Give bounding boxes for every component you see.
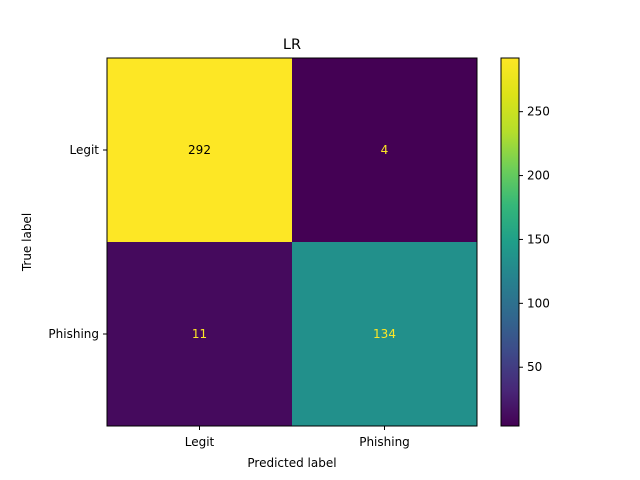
colorbar-tick-label: 250: [527, 105, 550, 119]
colorbar: [500, 57, 520, 427]
cell-value-label: 134: [373, 327, 396, 341]
cell-value-label: 11: [192, 327, 207, 341]
y-axis-label: True label: [20, 213, 34, 272]
colorbar-ticks: 50 100 150 200 250: [519, 105, 550, 374]
y-axis-ticks: Legit Phishing: [48, 143, 107, 341]
cell-value-label: 292: [188, 143, 211, 157]
x-axis-label: Predicted label: [247, 456, 336, 470]
plot-frame: [106, 57, 478, 427]
colorbar-tick-label: 50: [527, 360, 542, 374]
matrix-cell: [107, 58, 292, 242]
x-tick-label: Legit: [185, 435, 215, 449]
colorbar-tick-label: 100: [527, 296, 550, 310]
y-tick-label: Legit: [69, 143, 99, 157]
colorbar-tick-label: 200: [527, 169, 550, 183]
y-tick-label: Phishing: [48, 327, 99, 341]
matrix-cells: 292 4 11 134: [107, 58, 477, 426]
matrix-cell: [292, 58, 477, 242]
cell-value-label: 4: [381, 143, 389, 157]
colorbar-tick-label: 150: [527, 232, 550, 246]
chart-title: LR: [283, 37, 301, 53]
matrix-cell: [292, 242, 477, 426]
matrix-cell: [107, 242, 292, 426]
x-axis-ticks: Legit Phishing: [185, 426, 410, 449]
x-tick-label: Phishing: [359, 435, 410, 449]
